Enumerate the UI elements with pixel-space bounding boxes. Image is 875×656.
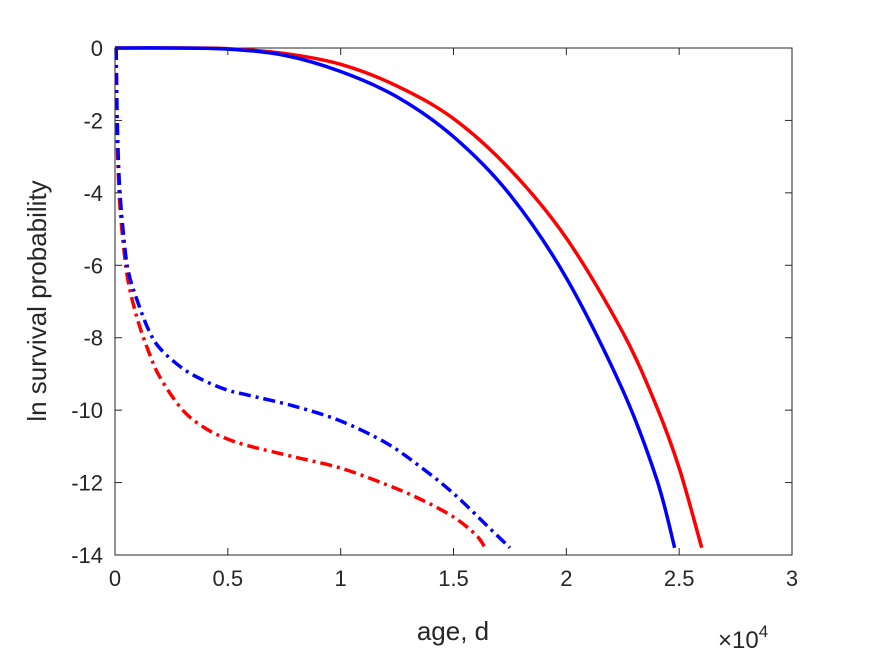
labels-layer: age, d ln survival probability ×104 [22,180,768,654]
x-axis-label: age, d [417,616,489,646]
x-tick-label: 0 [109,566,121,591]
x-tick-label: 1 [335,566,347,591]
x-tick-label: 0.5 [213,566,244,591]
y-tick-label: -4 [83,181,103,206]
x-tick-label: 2 [560,566,572,591]
ticks-layer: 0 0.5 1 1.5 2 2.5 3 0 -2 -4 -6 -8 -10 -12 -14 [71,36,798,591]
y-tick-label: -8 [83,326,103,351]
x-tick-label: 2.5 [664,566,695,591]
x-exponent-base: ×10 [718,627,759,654]
x-tick-label: 3 [786,566,798,591]
x-exponent-power: 4 [759,622,768,641]
y-tick-label: -2 [83,108,103,133]
x-exponent-label: ×104 [718,622,768,654]
y-tick-label: -6 [83,253,103,278]
y-tick-label: -10 [71,398,103,423]
y-tick-label: -12 [71,471,103,496]
plot-background [114,47,793,556]
series-line-3 [114,47,487,549]
x-tick-label: 1.5 [438,566,469,591]
plot-area [114,47,793,556]
y-tick-label: 0 [91,36,103,61]
y-tick-label: -14 [71,543,103,568]
y-axis-label: ln survival probability [22,180,52,421]
